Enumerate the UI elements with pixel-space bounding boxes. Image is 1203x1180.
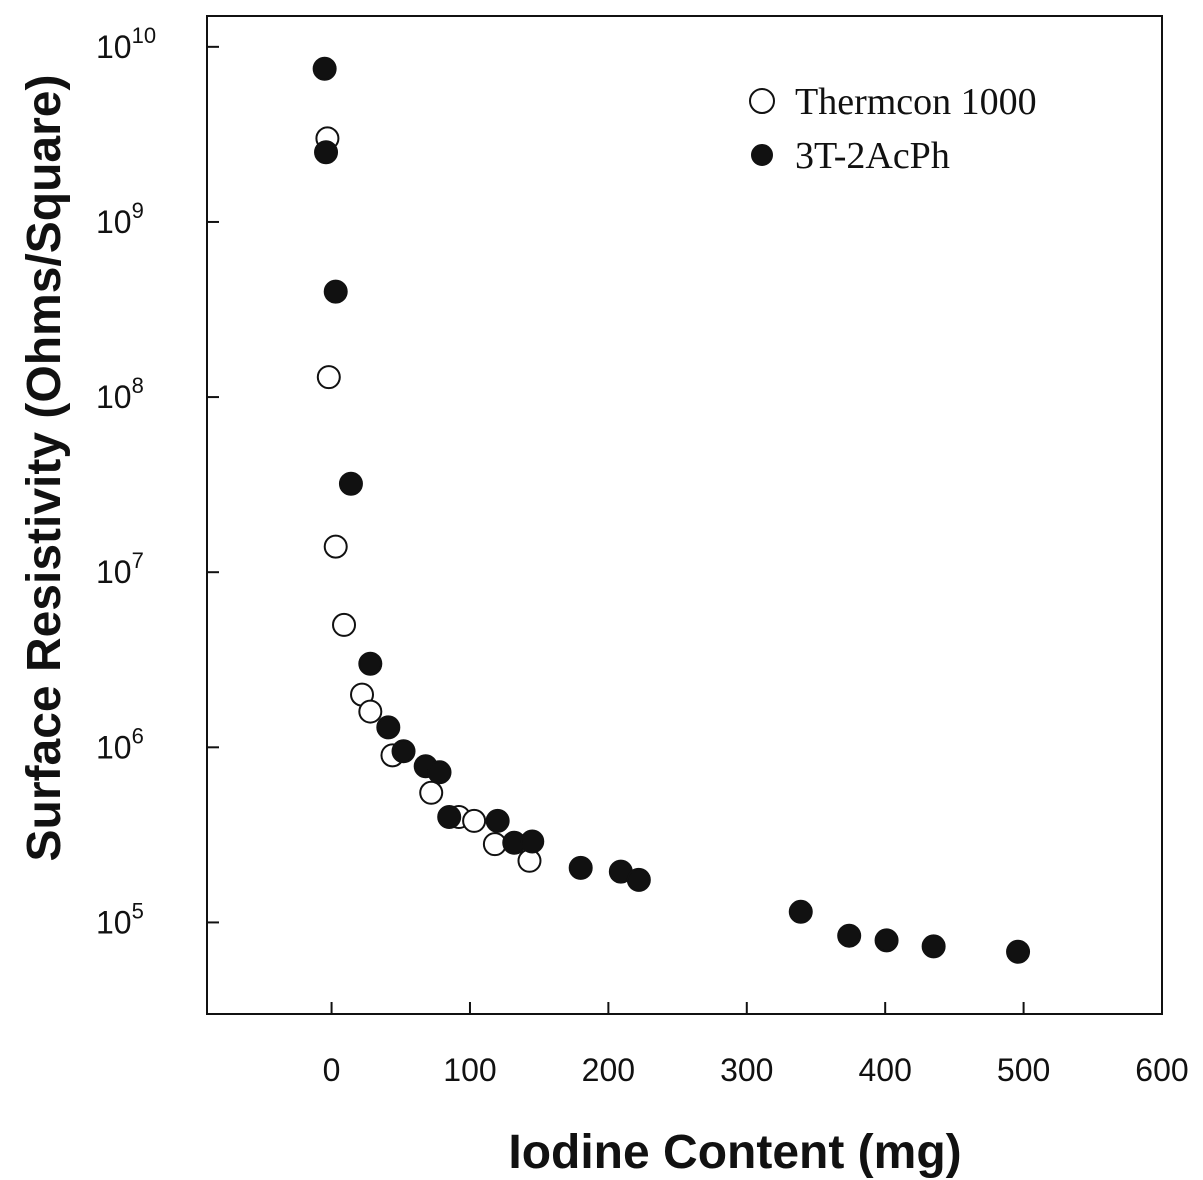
point-thermcon-1000 (316, 365, 341, 390)
point-3t-2acph (568, 855, 593, 880)
point-3t-2acph (788, 899, 813, 924)
point-thermcon-1000 (332, 612, 357, 637)
y-tick-exponent: 7 (132, 548, 144, 573)
point-3t-2acph (921, 934, 946, 959)
y-tick-base: 10 (96, 729, 132, 765)
x-tick-label: 300 (720, 1052, 773, 1088)
y-tick-exponent: 10 (132, 23, 156, 48)
x-tick-label: 100 (443, 1052, 496, 1088)
point-thermcon-1000 (462, 808, 487, 833)
y-tick-base: 10 (96, 554, 132, 590)
point-3t-2acph (314, 140, 339, 165)
y-tick-base: 10 (96, 204, 132, 240)
legend-marker-thermcon-1000 (749, 88, 775, 114)
point-3t-2acph (427, 760, 452, 785)
x-tick-label: 200 (582, 1052, 635, 1088)
data-points (312, 56, 1031, 964)
point-3t-2acph (376, 715, 401, 740)
y-tick-label: 105 (96, 898, 144, 940)
point-3t-2acph (626, 867, 651, 892)
point-3t-2acph (837, 923, 862, 948)
point-3t-2acph (312, 56, 337, 81)
legend-label-3t-2acph: 3T-2AcPh (795, 135, 950, 177)
point-3t-2acph (323, 279, 348, 304)
legend: Thermcon 1000 3T-2AcPh (749, 81, 1037, 177)
y-tick-label: 107 (96, 548, 144, 590)
y-axis-title: Surface Resistivity (Ohms/Square) (18, 75, 71, 862)
y-tick-base: 10 (96, 379, 132, 415)
y-tick-exponent: 8 (132, 373, 144, 398)
point-3t-2acph (338, 471, 363, 496)
x-tick-label: 0 (323, 1052, 341, 1088)
x-axis: 0 100 200 300 400 500 600 (323, 1002, 1189, 1088)
plot-frame (206, 15, 1163, 1015)
point-thermcon-1000 (358, 699, 383, 724)
point-thermcon-1000 (323, 534, 348, 559)
y-tick-exponent: 6 (132, 723, 144, 748)
y-tick-label: 108 (96, 373, 144, 415)
y-tick-label: 1010 (96, 23, 156, 65)
point-3t-2acph (520, 829, 545, 854)
point-3t-2acph (485, 808, 510, 833)
y-tick-exponent: 9 (132, 198, 144, 223)
y-tick-label: 109 (96, 198, 144, 240)
x-tick-label: 600 (1135, 1052, 1188, 1088)
x-tick-label: 500 (997, 1052, 1050, 1088)
y-tick-base: 10 (96, 29, 132, 65)
point-3t-2acph (358, 651, 383, 676)
point-3t-2acph (874, 928, 899, 953)
legend-label-thermcon-1000: Thermcon 1000 (795, 81, 1037, 123)
y-tick-label: 106 (96, 723, 144, 765)
legend-marker-3t-2acph (751, 144, 773, 166)
point-3t-2acph (1006, 939, 1031, 964)
point-3t-2acph (391, 739, 416, 764)
x-axis-title: Iodine Content (mg) (508, 1126, 961, 1179)
y-tick-base: 10 (96, 904, 132, 940)
y-tick-exponent: 5 (132, 898, 144, 923)
point-3t-2acph (437, 805, 462, 830)
x-tick-label: 400 (858, 1052, 911, 1088)
point-thermcon-1000 (419, 780, 444, 805)
